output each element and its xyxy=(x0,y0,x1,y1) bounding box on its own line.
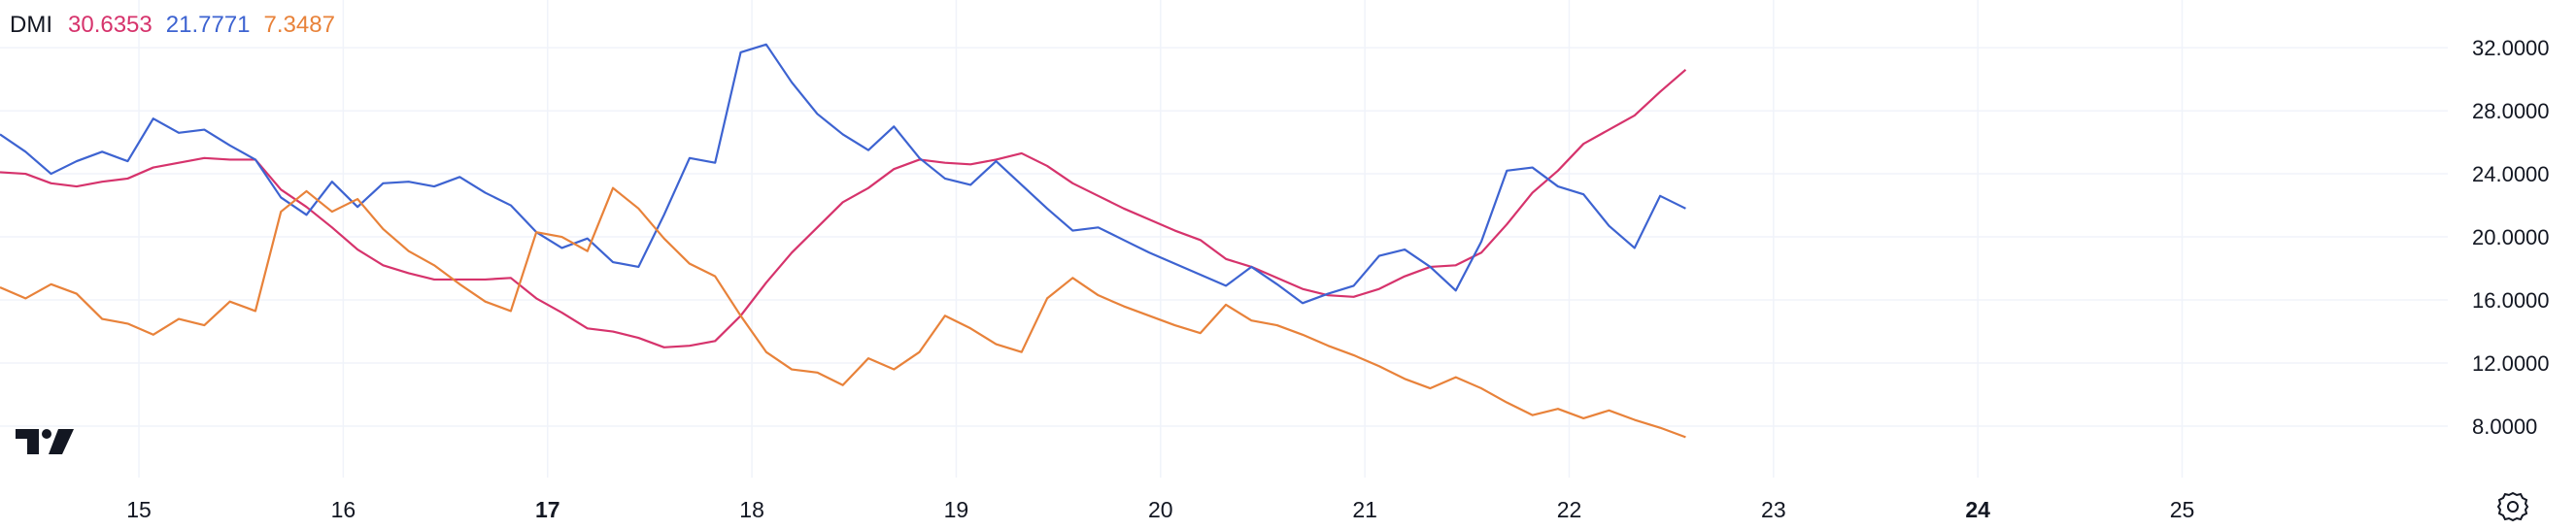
y-tick-label: 16.0000 xyxy=(2472,288,2550,313)
y-tick-label: 32.0000 xyxy=(2472,36,2550,60)
tradingview-logo-icon[interactable] xyxy=(14,425,76,458)
y-tick-label: 24.0000 xyxy=(2472,162,2550,186)
series-layer xyxy=(0,43,1687,439)
series-line-plus-di[interactable] xyxy=(0,43,1686,305)
x-tick-label: 17 xyxy=(535,497,560,522)
legend-adx-value: 30.6353 xyxy=(68,12,153,38)
time-axis[interactable]: 15 16 17 18 19 20 21 22 23 24 25 xyxy=(126,497,2194,522)
series-line-minus-di[interactable] xyxy=(0,186,1686,439)
x-tick-label: 18 xyxy=(739,497,764,522)
x-tick-label: 23 xyxy=(1761,497,1786,522)
x-tick-label: 20 xyxy=(1148,497,1173,522)
series-line-adx[interactable] xyxy=(0,68,1687,348)
x-tick-label: 16 xyxy=(331,497,356,522)
x-tick-label: 19 xyxy=(944,497,969,522)
x-tick-label: 15 xyxy=(126,497,152,522)
x-tick-label: 24 xyxy=(1965,497,1990,522)
y-tick-label: 12.0000 xyxy=(2472,351,2550,376)
indicator-legend[interactable]: DMI 30.6353 21.7771 7.3487 xyxy=(10,12,349,39)
settings-gear-icon[interactable] xyxy=(2496,490,2529,523)
y-tick-label: 20.0000 xyxy=(2472,225,2550,249)
x-tick-label: 25 xyxy=(2170,497,2195,522)
legend-plus-di-value: 21.7771 xyxy=(165,12,251,38)
legend-label: DMI xyxy=(10,12,52,38)
grid-lines xyxy=(0,0,2448,478)
price-axis[interactable]: 32.0000 28.0000 24.0000 20.0000 16.0000 12.00… xyxy=(2472,36,2550,439)
x-tick-label: 21 xyxy=(1352,497,1377,522)
y-tick-label: 28.0000 xyxy=(2472,99,2550,123)
y-tick-label: 8.0000 xyxy=(2472,414,2537,439)
x-tick-label: 22 xyxy=(1557,497,1582,522)
legend-minus-di-value: 7.3487 xyxy=(263,12,335,38)
